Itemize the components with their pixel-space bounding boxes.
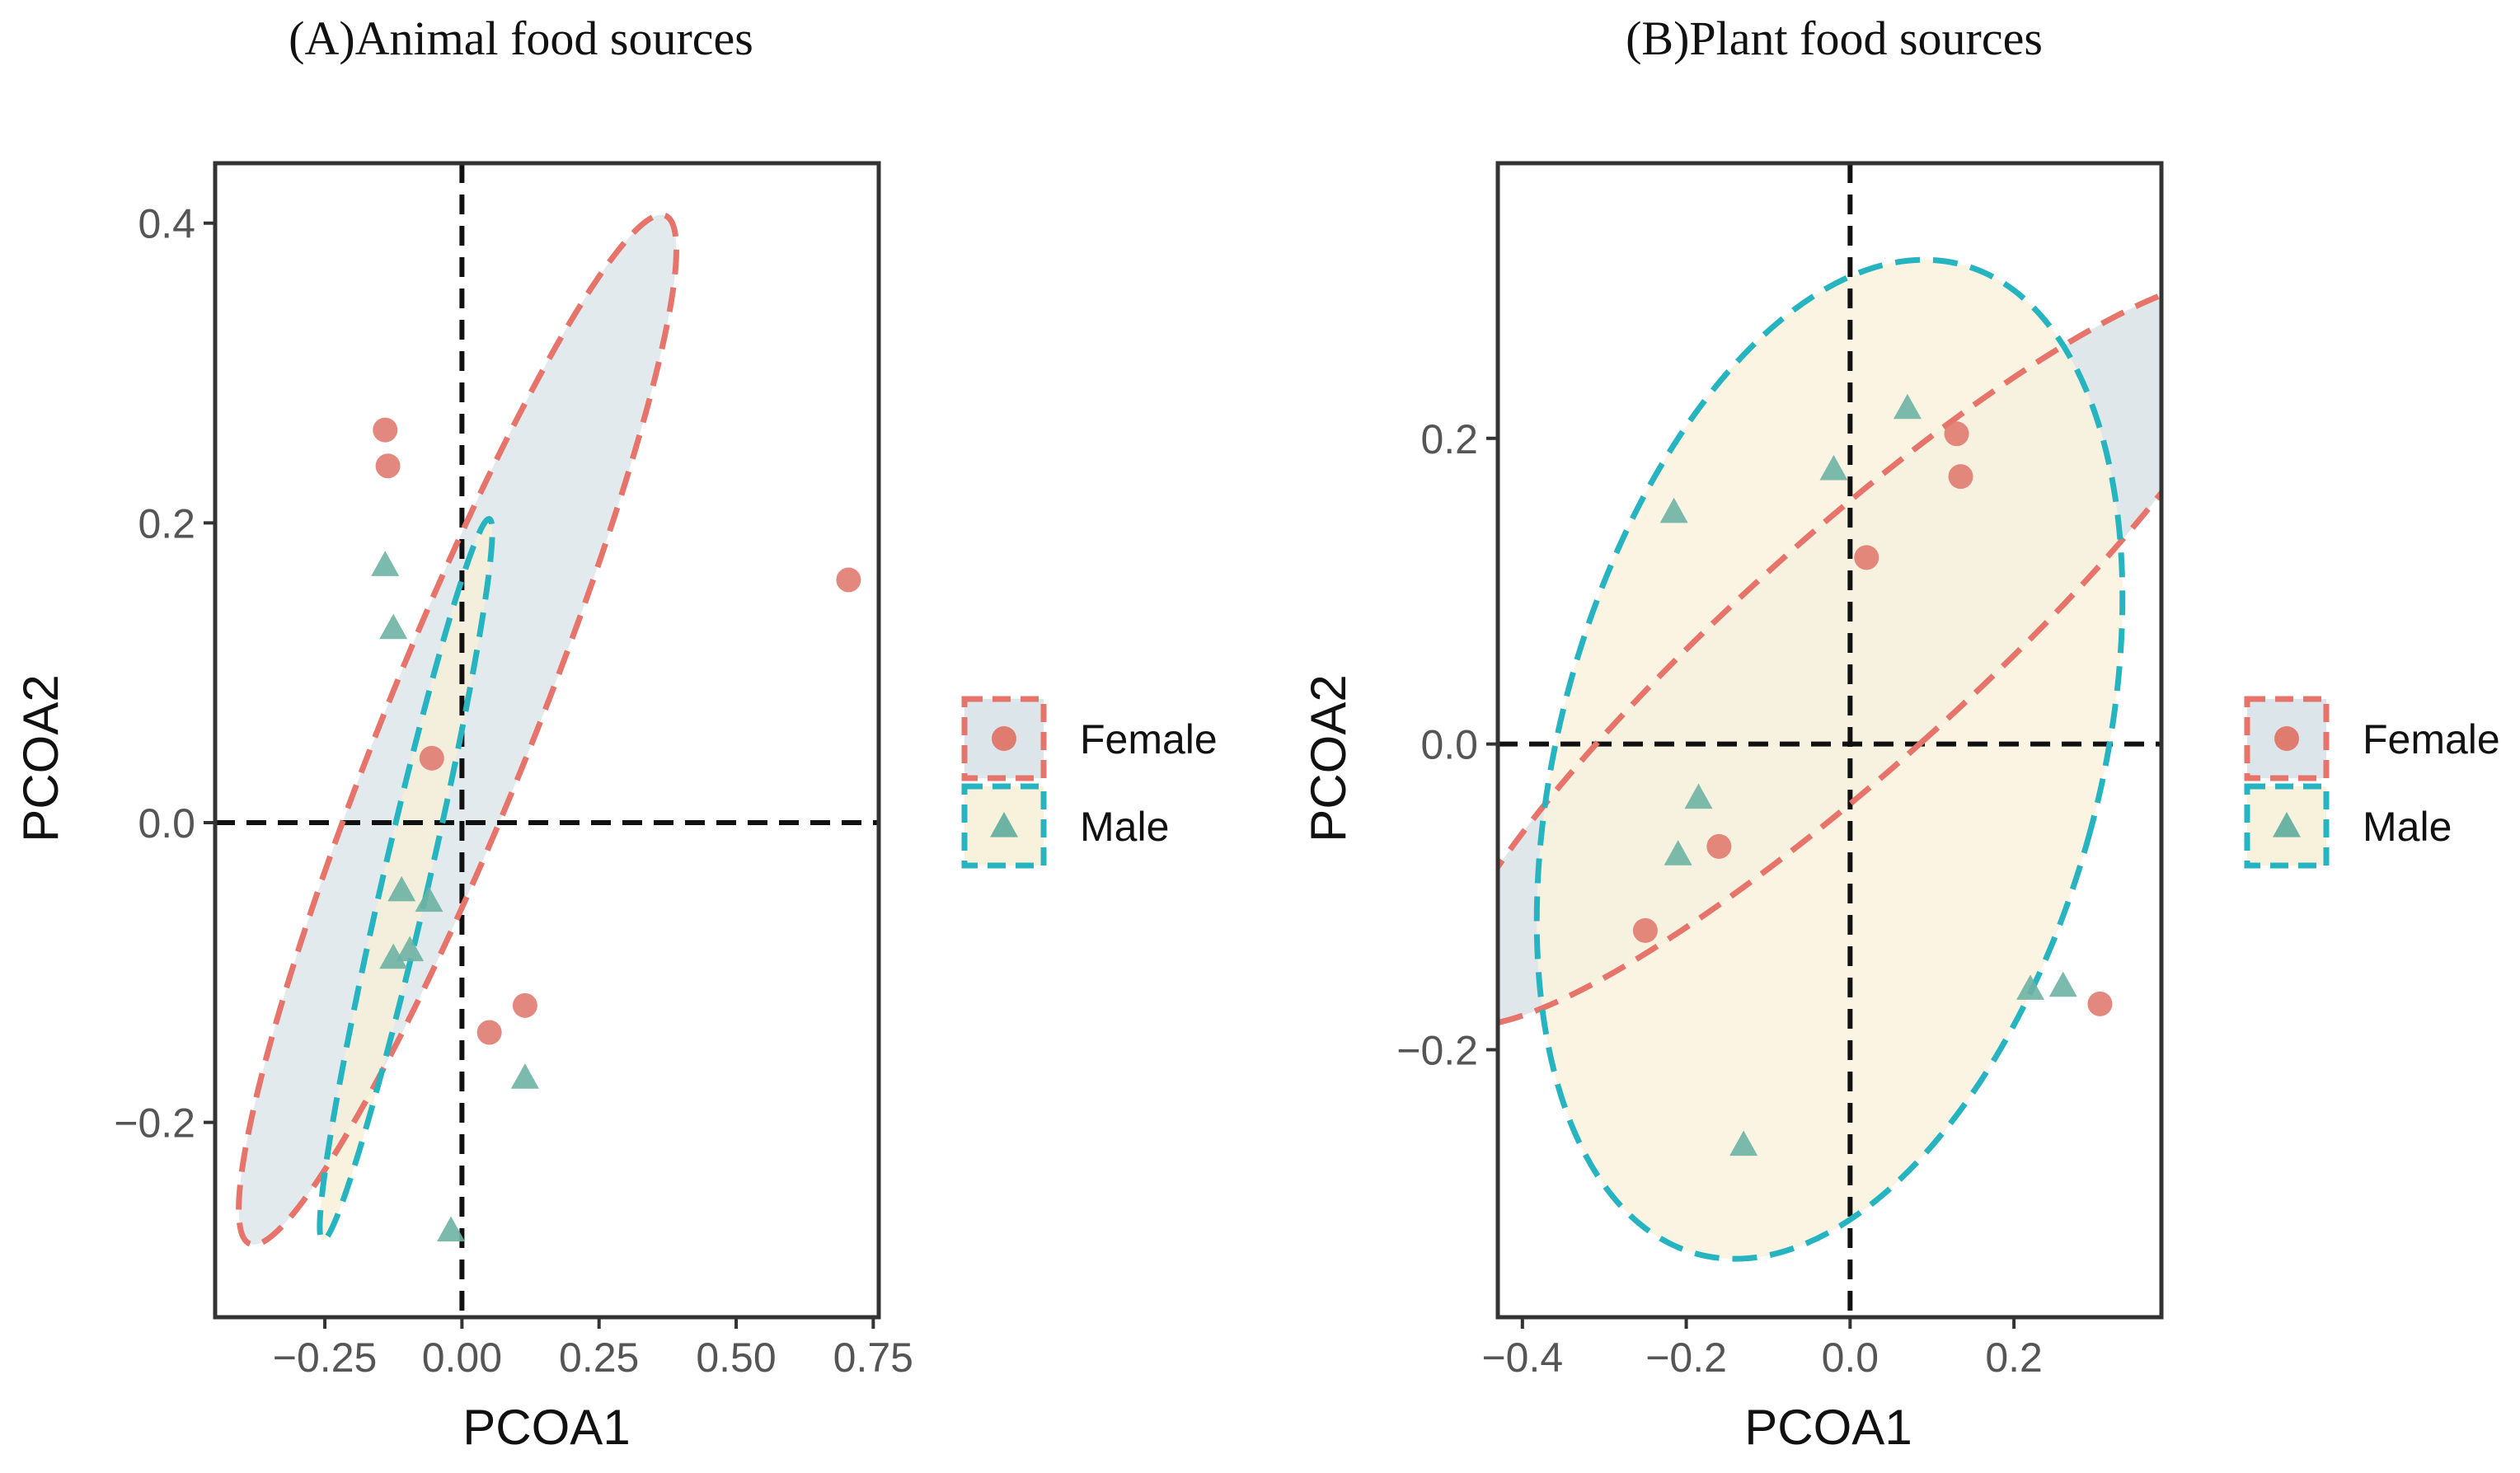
plot-border <box>213 161 881 1320</box>
y-tick-label: −0.2 <box>1396 1027 1478 1073</box>
legend-marker-triangle <box>990 812 1018 837</box>
data-point-male <box>2048 971 2077 997</box>
legend-item-female: Female <box>2244 696 2500 781</box>
x-tick-label: 0.00 <box>422 1335 502 1381</box>
x-tick-label: −0.25 <box>273 1335 378 1381</box>
y-tick-label: 0.2 <box>138 500 195 547</box>
chart-title: (B)Plant food sources <box>1626 12 2043 65</box>
y-tick-label: 0.0 <box>1420 722 1478 768</box>
plot-content <box>1498 163 2161 1317</box>
legend-item-female: Female <box>961 696 1218 781</box>
data-point-female <box>1944 421 1969 447</box>
x-tick-label: 0.50 <box>696 1335 776 1381</box>
legend-label: Female <box>2363 716 2500 762</box>
x-tick-label: −0.4 <box>1481 1335 1563 1381</box>
legend-label: Male <box>1080 804 1169 850</box>
panel-plant-food-sources: (B)Plant food sources −0.4 −0.2 0.0 0.2 −0.2… <box>1301 12 2164 1455</box>
legend: Female Male <box>2244 696 2500 869</box>
ellipse-outline-male <box>1533 256 2126 1262</box>
legend-marker-circle <box>2274 726 2299 751</box>
x-tick-label: −0.2 <box>1645 1335 1727 1381</box>
ellipse-fill-male <box>1537 260 2123 1260</box>
ellipse-outline-male <box>317 515 495 1244</box>
legend-item-male: Male <box>961 783 1169 869</box>
data-point-male <box>1893 393 1922 420</box>
tick-labels: −0.4 −0.2 0.0 0.2 −0.2 0.0 0.2 <box>1396 416 2043 1381</box>
data-point-female <box>373 417 398 443</box>
data-point-male <box>371 551 400 576</box>
y-axis-label: PCOA2 <box>1301 674 1356 842</box>
x-tick-label: 0.0 <box>1822 1335 1879 1381</box>
data-point-male <box>415 886 443 912</box>
data-point-female <box>1948 464 1973 490</box>
data-point-female <box>1854 545 1879 570</box>
legend-label: Male <box>2363 804 2452 850</box>
y-tick-label: 0.4 <box>138 201 195 247</box>
ellipse-fill-male <box>319 518 493 1241</box>
plot-content <box>215 163 879 1317</box>
data-point-male <box>510 1063 539 1089</box>
panel-animal-food-sources: (A)Animal food sources −0.25 0.00 0.25 0.50… <box>13 12 913 1455</box>
x-axis-label: PCOA1 <box>462 1400 630 1455</box>
data-point-male <box>1684 783 1713 809</box>
data-point-female <box>1706 833 1732 859</box>
y-axis-label: PCOA2 <box>13 674 68 842</box>
legend-marker-triangle <box>2273 812 2301 837</box>
data-point-male <box>1729 1130 1758 1156</box>
x-tick-label: 0.2 <box>1985 1335 2043 1381</box>
data-point-male <box>379 943 408 969</box>
plot-area <box>213 161 881 1320</box>
ellipse-outline-female <box>236 212 679 1248</box>
data-point-male <box>2016 974 2044 1000</box>
y-tick-label: 0.2 <box>1420 416 1478 462</box>
legend: Female Male <box>961 696 1218 869</box>
legend-marker-circle <box>992 726 1016 751</box>
data-point-male <box>1819 454 1848 481</box>
ellipse-outline-female <box>1498 276 2161 1029</box>
data-point-female <box>512 992 537 1018</box>
plot-area <box>1495 161 2164 1320</box>
plot-border <box>1495 161 2164 1320</box>
data-point-female <box>2087 991 2113 1016</box>
y-tick-label: 0.0 <box>138 800 195 847</box>
tick-labels: −0.25 0.00 0.25 0.50 0.75 −0.2 0.0 0.2 0.4 <box>114 201 913 1381</box>
data-point-male <box>396 936 425 962</box>
data-point-female <box>476 1020 502 1045</box>
data-point-male <box>1659 497 1688 523</box>
y-tick-label: −0.2 <box>114 1100 195 1147</box>
data-point-female <box>836 567 861 593</box>
legend-item-male: Male <box>2244 783 2452 869</box>
data-point-female <box>1632 917 1658 943</box>
data-point-female <box>419 745 444 771</box>
data-point-male <box>437 1216 466 1242</box>
chart-title: (A)Animal food sources <box>289 12 753 65</box>
legend-label: Female <box>1080 716 1218 762</box>
x-tick-label: 0.25 <box>559 1335 639 1381</box>
x-tick-label: 0.75 <box>833 1335 913 1381</box>
data-point-male <box>387 875 416 902</box>
data-point-male <box>1664 840 1692 866</box>
x-axis-label: PCOA1 <box>1744 1400 1912 1455</box>
data-point-female <box>375 453 401 479</box>
data-point-male <box>379 613 408 640</box>
